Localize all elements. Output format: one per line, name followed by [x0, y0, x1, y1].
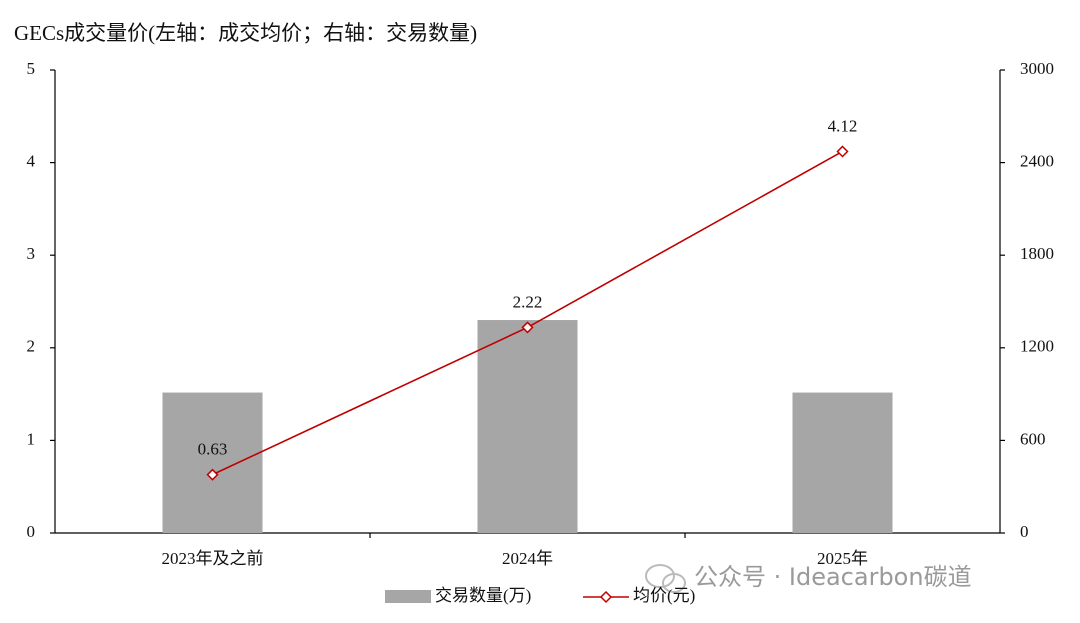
data-label: 2.22 — [513, 292, 543, 311]
data-label: 0.63 — [198, 440, 228, 459]
chart-title: GECs成交量价(左轴：成交均价；右轴：交易数量) — [14, 21, 477, 45]
y-tick-label: 3 — [27, 244, 36, 263]
line-marker — [521, 321, 534, 334]
legend-marker — [599, 590, 613, 604]
bar — [477, 320, 578, 533]
y2-tick-label: 2400 — [1020, 152, 1054, 171]
y2-tick-label: 0 — [1020, 522, 1029, 541]
x-tick-label: 2024年 — [502, 549, 553, 568]
watermark-icon — [645, 564, 686, 593]
data-label: 4.12 — [828, 116, 858, 135]
legend-label: 均价(元) — [633, 586, 695, 605]
x-tick-label: 2025年 — [817, 549, 868, 568]
line-marker — [836, 145, 849, 158]
line-marker — [206, 468, 219, 481]
bar — [162, 392, 263, 533]
bar — [792, 392, 893, 533]
y2-tick-label: 1800 — [1020, 244, 1054, 263]
legend-swatch — [385, 590, 431, 603]
y-tick-label: 4 — [27, 152, 36, 171]
y2-tick-label: 3000 — [1020, 59, 1054, 78]
legend-label: 交易数量(万) — [435, 586, 531, 605]
y2-tick-label: 600 — [1020, 429, 1046, 448]
y-tick-label: 2 — [27, 337, 36, 356]
y-tick-label: 5 — [27, 59, 36, 78]
y-tick-label: 0 — [27, 522, 36, 541]
watermark: 公众号 · Ideacarbon碳道 — [694, 563, 972, 591]
y2-tick-label: 1200 — [1020, 337, 1054, 356]
y-tick-label: 1 — [27, 429, 36, 448]
x-tick-label: 2023年及之前 — [162, 549, 264, 568]
